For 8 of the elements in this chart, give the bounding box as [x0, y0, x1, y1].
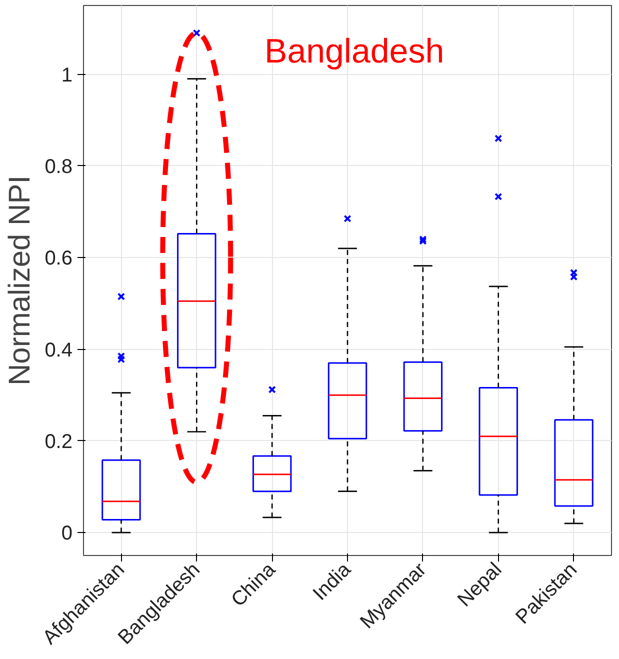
y-tick-label: 0.8: [44, 156, 73, 178]
y-tick-label: 1: [61, 64, 72, 86]
y-tick-label: 0.2: [44, 430, 73, 453]
y-tick-label: 0: [61, 522, 72, 545]
annotation: Bangladesh: [264, 32, 444, 70]
y-tick-label: 0.6: [44, 248, 73, 270]
y-axis-title: Normalized NPI: [4, 175, 37, 386]
y-tick-label: 0.4: [44, 339, 73, 362]
